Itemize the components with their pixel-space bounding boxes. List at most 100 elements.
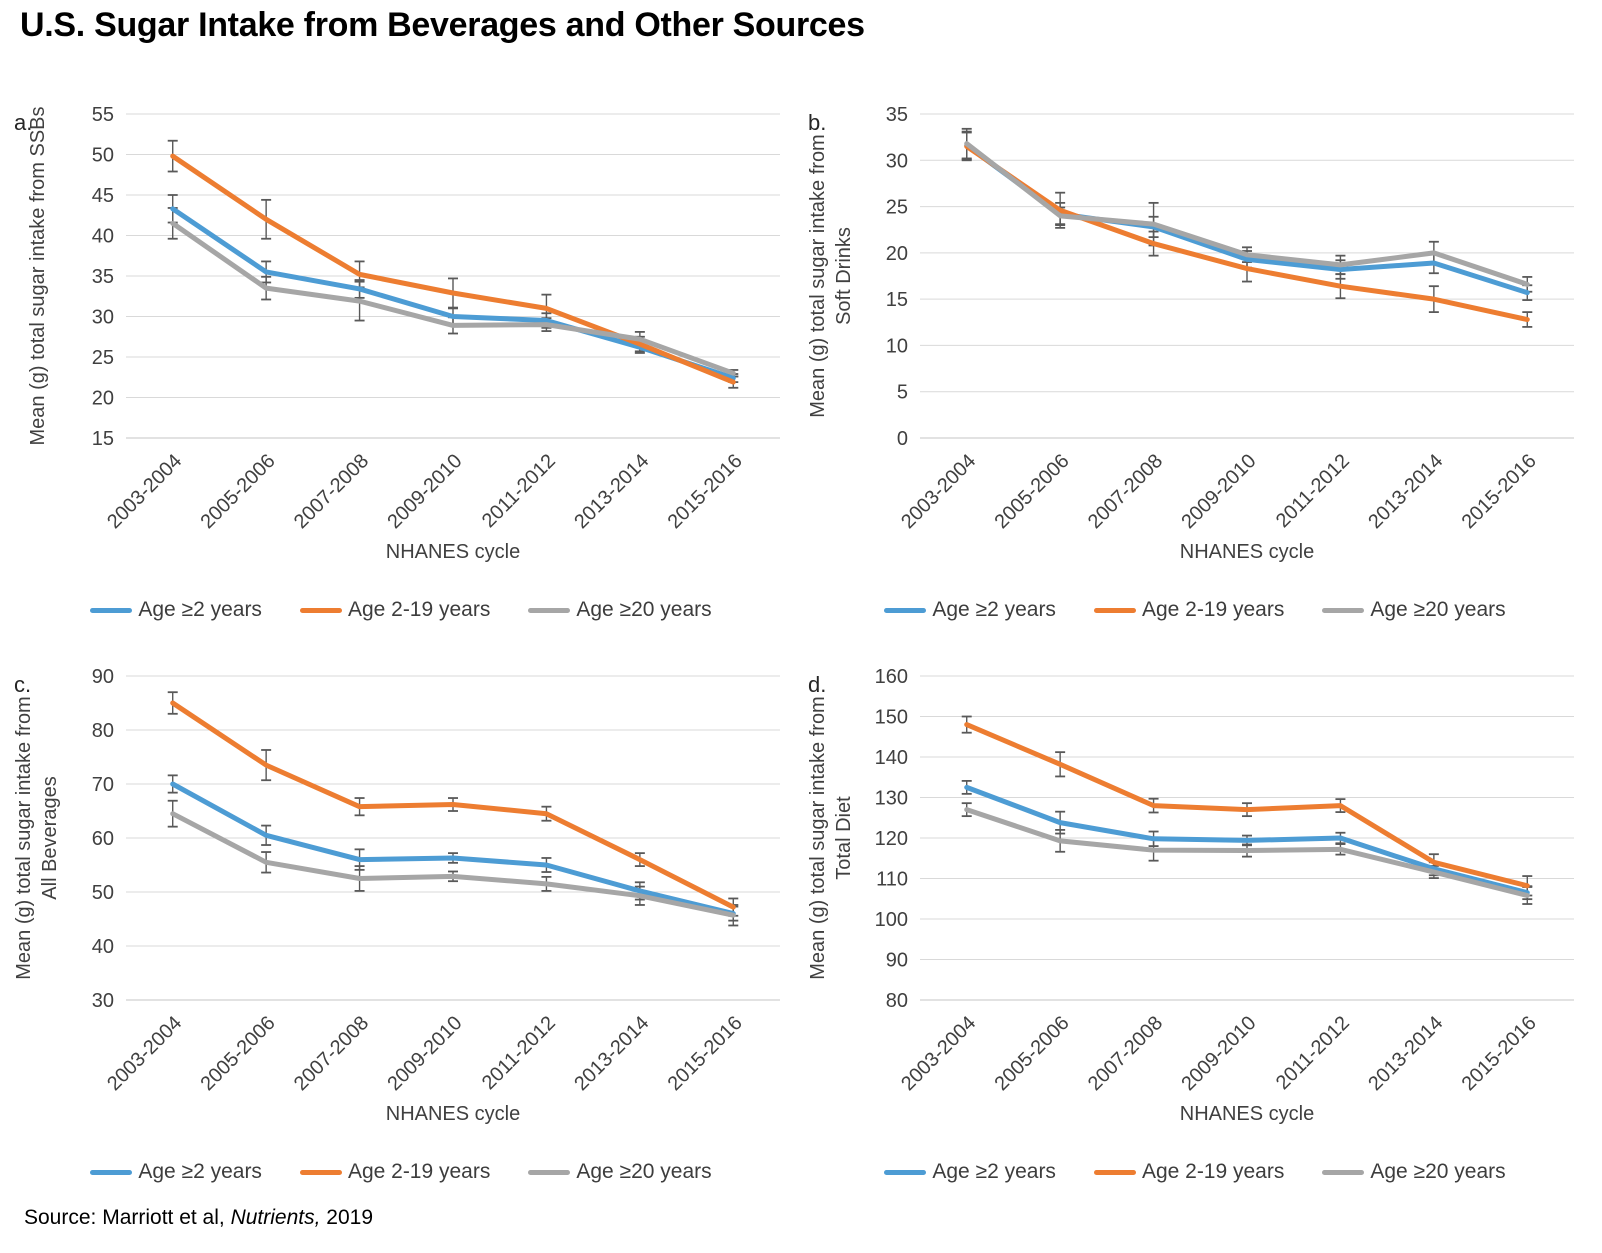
x-tick-label: 2005-2006: [990, 1012, 1073, 1095]
x-tick-label: 2011-2012: [1272, 1012, 1354, 1094]
y-tick-label: 10: [886, 335, 908, 357]
y-tick-label: 45: [92, 185, 114, 207]
series-line-age-2-19-years: [964, 143, 1530, 323]
chart-c-legend: Age ≥2 years Age 2-19 years Age ≥20 year…: [6, 1160, 796, 1184]
legend-line-swatch: [884, 607, 927, 613]
x-tick-label: 2015-2016: [1458, 1012, 1541, 1095]
x-tick-label: 2007-2008: [290, 450, 373, 533]
panel-letter: d.: [808, 672, 826, 697]
legend-label: Age ≥20 years: [576, 1160, 712, 1183]
x-tick-label: 2007-2008: [1084, 1012, 1167, 1095]
legend-item-age-2plus: Age ≥2 years: [90, 598, 262, 622]
chart-b-legend: Age ≥2 years Age 2-19 years Age ≥20 year…: [800, 598, 1590, 622]
figure-title: U.S. Sugar Intake from Beverages and Oth…: [20, 6, 865, 44]
legend-label: Age ≥2 years: [138, 1160, 262, 1183]
legend-line-swatch: [528, 1169, 571, 1175]
legend-line-swatch: [299, 1169, 342, 1175]
legend-item-age-2-19: Age 2-19 years: [1093, 1160, 1285, 1184]
legend-item-age-2plus: Age ≥2 years: [884, 1160, 1056, 1184]
legend-line-swatch: [90, 1169, 133, 1175]
legend-line-swatch: [528, 607, 571, 613]
chart-panel-c: 90 80 70 60 50 40 30 c. Mean (g) total sugar int…: [6, 648, 796, 1208]
legend-line-swatch: [1322, 1169, 1365, 1175]
panel-letter: a.: [14, 110, 32, 135]
x-tick-label: 2009-2010: [383, 1012, 466, 1095]
x-tick-label: 2007-2008: [290, 1012, 373, 1095]
series-line-age-2-19-years: [170, 700, 736, 910]
chart-panel-b: 35 30 25 20 15 10 5 0 b. Mean (g) total sugar int…: [800, 86, 1590, 646]
legend-item-age-20plus: Age ≥20 years: [1322, 598, 1506, 622]
y-tick-label: 150: [875, 707, 908, 729]
x-tick-label: 2005-2006: [196, 450, 279, 533]
legend-line-swatch: [884, 1169, 927, 1175]
series-line-age-≥2-years: [964, 784, 1530, 896]
x-axis-label: NHANES cycle: [386, 1103, 520, 1125]
y-tick-label: 50: [92, 882, 114, 904]
y-tick-label: 15: [92, 428, 114, 450]
x-axis-label: NHANES cycle: [1180, 1103, 1314, 1125]
series-line-age-≥20-years: [170, 811, 736, 918]
y-tick-label: 70: [92, 774, 114, 796]
legend-label: Age 2-19 years: [1141, 1160, 1285, 1183]
x-tick-label: 2013-2014: [1364, 1012, 1447, 1095]
y-tick-label: 20: [92, 388, 114, 410]
y-tick-label: 60: [92, 828, 114, 850]
chart-d-canvas: 160 150 140 130 120 110 100 90 80 d.Mean (g) tota…: [807, 666, 1574, 1125]
y-tick-label: 30: [886, 150, 908, 172]
chart-panel-a: 55 50 45 40 35 30 25 20 15 a. Mean (g) total sugar…: [6, 86, 796, 646]
y-axis-label: All Beverages: [39, 776, 61, 899]
y-tick-label: 25: [92, 347, 114, 369]
y-tick-label: 90: [92, 666, 114, 688]
x-tick-label: 2003-2004: [897, 1012, 980, 1095]
panel-letter: c.: [14, 672, 31, 697]
x-tick-label: 2015-2016: [664, 1012, 747, 1095]
y-tick-label: 20: [886, 243, 908, 265]
y-tick-label: 160: [875, 666, 908, 688]
legend-line-swatch: [90, 607, 133, 613]
y-tick-label: 30: [92, 990, 114, 1012]
legend-item-age-2plus: Age ≥2 years: [90, 1160, 262, 1184]
y-tick-label: 110: [876, 869, 908, 891]
y-axis-label: Soft Drinks: [833, 227, 855, 325]
legend-item-age-2-19: Age 2-19 years: [299, 1160, 491, 1184]
y-tick-label: 130: [875, 788, 908, 810]
x-tick-label: 2005-2006: [990, 450, 1073, 533]
y-tick-label: 80: [92, 720, 114, 742]
y-axis-label: Mean (g) total sugar intake from: [807, 696, 829, 979]
x-tick-label: 2013-2014: [570, 450, 653, 533]
legend-label: Age ≥2 years: [932, 1160, 1056, 1183]
series-line-age-2-19-years: [170, 153, 736, 385]
source-note: Source: Marriott et al, Nutrients, 2019: [24, 1206, 373, 1230]
y-tick-label: 15: [886, 289, 908, 311]
x-tick-label: 2013-2014: [570, 1012, 653, 1095]
y-axis-label: Mean (g) total sugar intake from: [807, 134, 829, 417]
legend-item-age-20plus: Age ≥20 years: [1322, 1160, 1506, 1184]
x-tick-label: 2007-2008: [1084, 450, 1167, 533]
chart-panel-d: 160 150 140 130 120 110 100 90 80 d. Mean (g) tota…: [800, 648, 1590, 1208]
y-tick-label: 40: [92, 936, 114, 958]
y-tick-label: 80: [886, 990, 908, 1012]
series-line-age-≥20-years: [170, 220, 736, 376]
y-tick-label: 120: [875, 828, 908, 850]
legend-item-age-2-19: Age 2-19 years: [299, 598, 490, 622]
x-tick-label: 2015-2016: [1458, 450, 1541, 533]
legend-label: Age ≥2 years: [138, 598, 262, 621]
x-axis-label: NHANES cycle: [386, 541, 520, 563]
source-text: Source: Marriott et al,: [24, 1206, 231, 1229]
y-axis-label: Mean (g) total sugar intake from SSBs: [27, 106, 49, 445]
legend-label: Age ≥2 years: [932, 598, 1056, 621]
x-tick-label: 2013-2014: [1364, 450, 1447, 533]
y-tick-label: 55: [92, 104, 114, 126]
y-tick-label: 0: [897, 428, 908, 450]
y-axis-label: Total Diet: [833, 796, 855, 880]
legend-line-swatch: [1322, 607, 1365, 613]
x-tick-label: 2011-2012: [478, 450, 560, 532]
panel-letter: b.: [808, 110, 826, 135]
source-journal: Nutrients,: [230, 1206, 321, 1229]
y-tick-label: 25: [886, 197, 908, 219]
y-tick-label: 50: [92, 145, 114, 167]
chart-c-canvas: 90 80 70 60 50 40 30 c.Mean (g) total sugar int…: [13, 666, 780, 1125]
legend-label: Age 2-19 years: [347, 1160, 491, 1183]
legend-item-age-20plus: Age ≥20 years: [528, 598, 712, 622]
x-tick-label: 2011-2012: [1272, 450, 1354, 532]
